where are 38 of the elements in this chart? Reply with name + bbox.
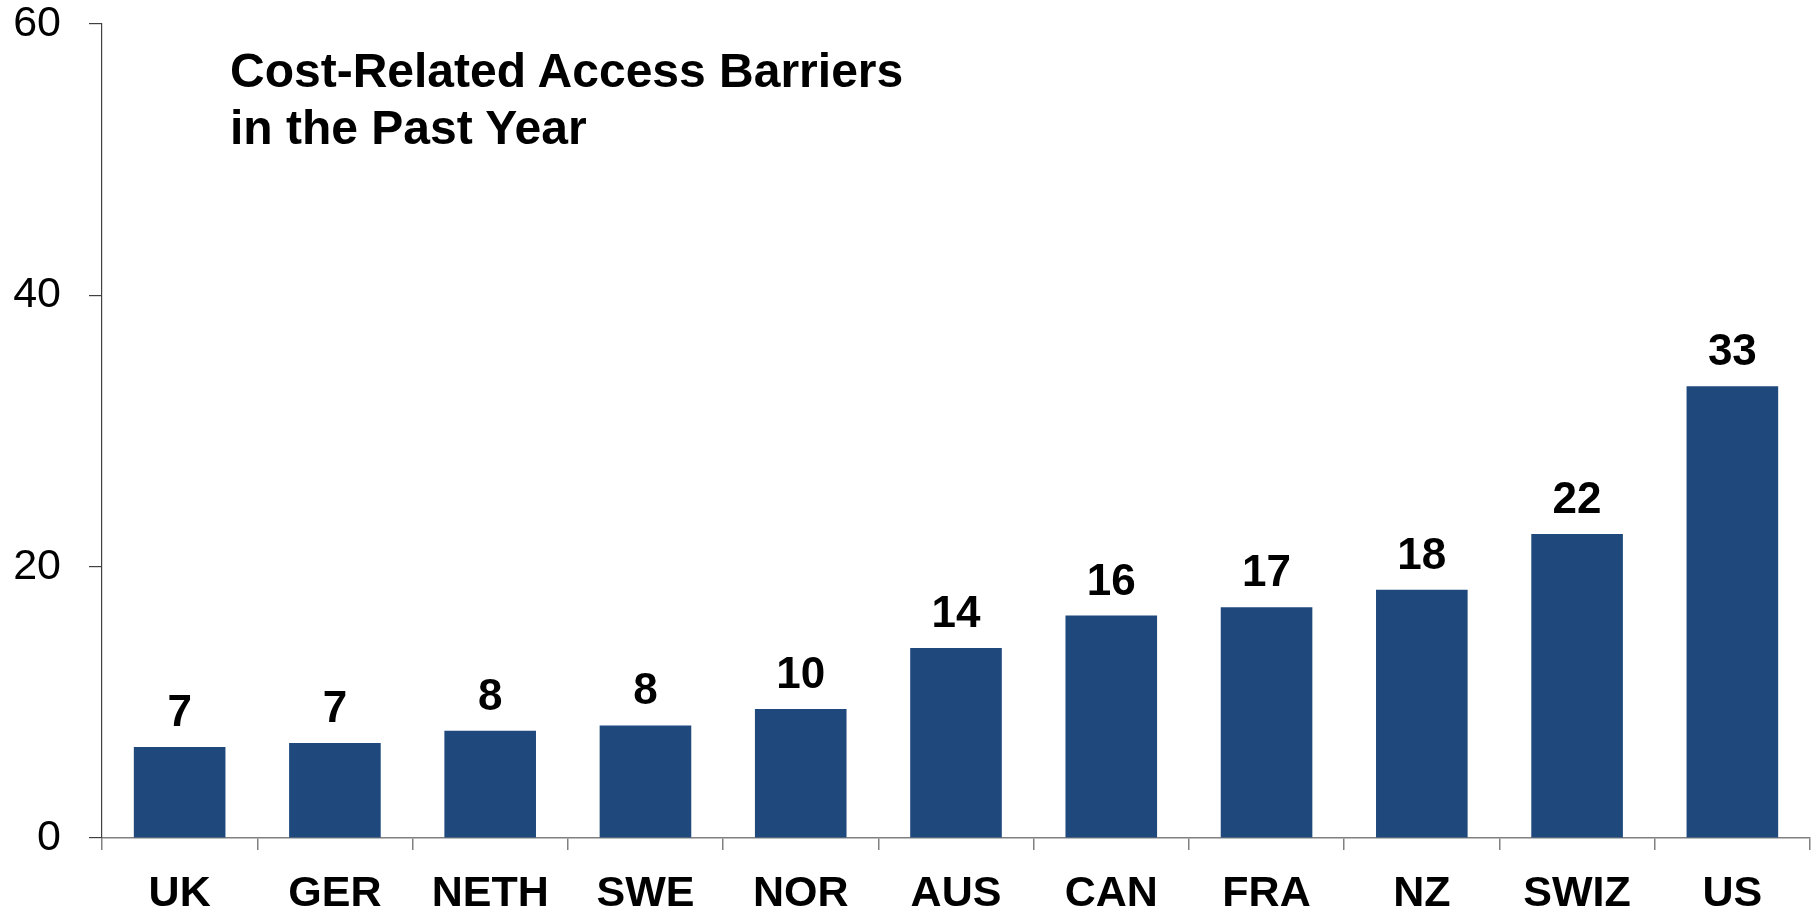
data-label: 10 — [776, 648, 826, 698]
bar — [599, 725, 692, 838]
y-tick-label: 40 — [13, 268, 61, 317]
x-tick-label: NETH — [431, 866, 549, 909]
x-tick-label: SWE — [596, 866, 695, 909]
y-tick-label: 0 — [37, 810, 61, 859]
x-tick-label: FRA — [1222, 866, 1311, 909]
x-tick-label: GER — [288, 866, 382, 909]
data-label: 16 — [1086, 554, 1136, 604]
data-label: 22 — [1552, 473, 1602, 523]
data-label: 33 — [1707, 325, 1757, 375]
x-tick-label: NOR — [752, 866, 849, 909]
x-tick-label: UK — [148, 866, 211, 909]
y-tick-label: 60 — [13, 0, 61, 45]
bar — [1531, 534, 1623, 838]
data-label: 8 — [477, 669, 503, 719]
bar — [1220, 607, 1313, 838]
data-label: 18 — [1397, 528, 1447, 578]
data-label: 17 — [1242, 546, 1292, 596]
bar — [1065, 615, 1158, 838]
bar — [1376, 589, 1468, 838]
data-label: 7 — [167, 686, 192, 736]
x-tick-label: CAN — [1064, 866, 1158, 909]
bar — [754, 709, 847, 838]
x-tick-label: SWIZ — [1523, 866, 1631, 909]
text: Cost-Related Access Barriers in the Past Year — [230, 43, 905, 156]
x-tick-label: US — [1702, 866, 1763, 909]
y-tick-label: 20 — [13, 539, 61, 588]
data-label: 8 — [633, 664, 658, 714]
data-label: 14 — [931, 587, 981, 637]
bar — [1686, 386, 1779, 838]
x-tick-label: NZ — [1393, 866, 1451, 909]
x-tick-label: AUS — [910, 866, 1002, 909]
bar — [910, 648, 1002, 838]
bar — [133, 747, 226, 838]
bar — [289, 743, 381, 838]
bar — [444, 730, 536, 838]
data-label: 7 — [322, 682, 348, 732]
